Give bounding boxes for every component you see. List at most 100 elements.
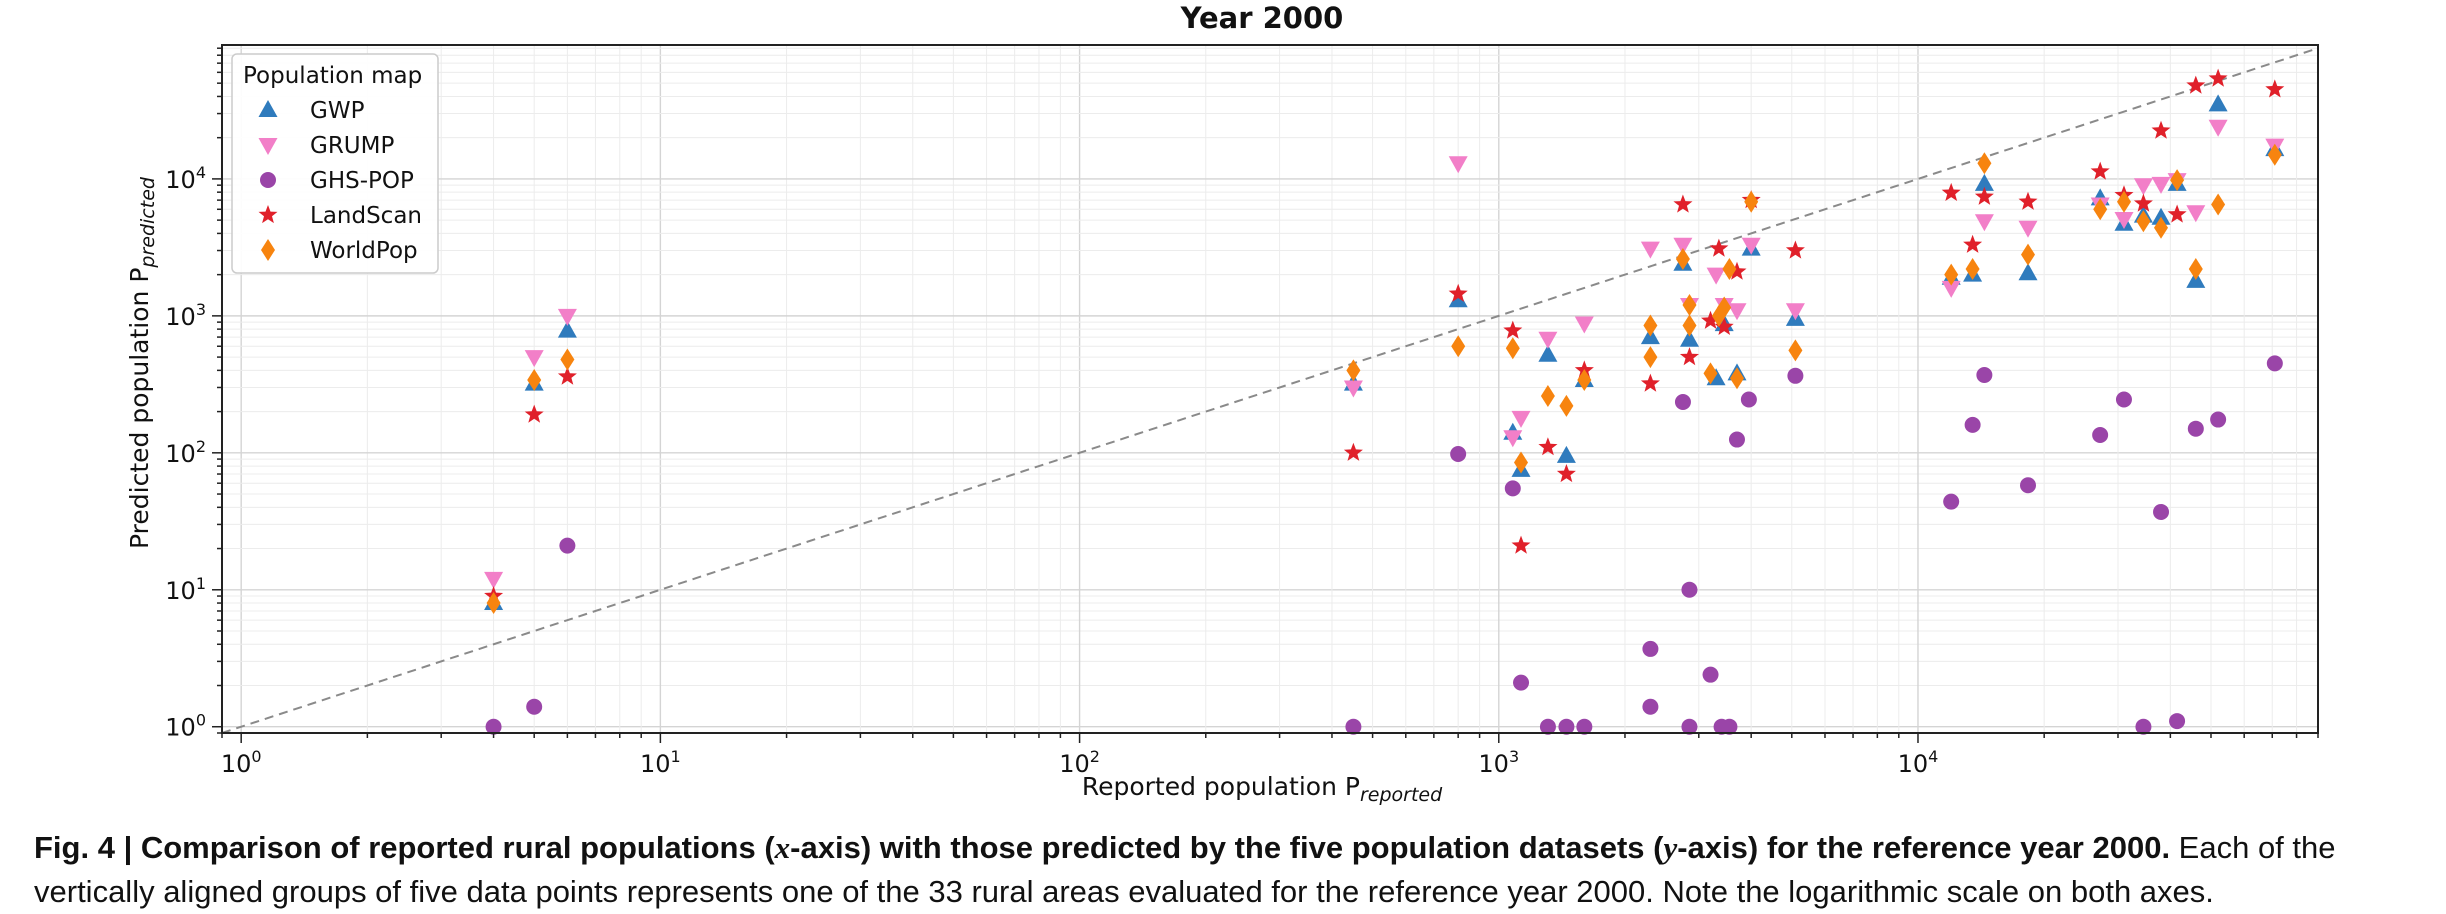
point-ghs-pop	[1787, 367, 1804, 384]
series-ghs-pop	[485, 355, 2283, 735]
point-grump	[1673, 237, 1693, 255]
x-axis-label: Reported population Preported	[1082, 772, 1443, 806]
point-grump	[1941, 280, 1961, 298]
point-ghs-pop	[2135, 718, 2152, 735]
point-landscan	[1701, 310, 1721, 329]
x-tick-label-exponent: 1	[671, 747, 681, 766]
point-landscan	[2186, 75, 2206, 94]
point-worldpop	[2154, 216, 2168, 239]
point-landscan	[1714, 316, 1734, 335]
point-gwp	[1448, 290, 1468, 308]
point-grump	[1974, 214, 1994, 232]
caption-heading: Fig. 4 | Comparison of reported rural po…	[34, 830, 2170, 865]
point-ghs-pop	[1740, 391, 1757, 408]
point-worldpop	[560, 348, 575, 371]
x-tick-label-exponent: 0	[251, 747, 261, 766]
series-worldpop	[486, 143, 2282, 614]
point-ghs-pop	[1964, 416, 1981, 433]
y-tick-label-base: 10	[165, 577, 196, 605]
point-landscan	[2151, 120, 2171, 139]
x-tick-label-exponent: 4	[1928, 747, 1938, 766]
point-landscan	[557, 366, 577, 385]
point-grump	[1448, 156, 1468, 174]
y-axis-label-main: Predicted population P	[125, 268, 154, 549]
point-ghs-pop	[2169, 713, 2186, 730]
point-ghs-pop	[2266, 355, 2283, 372]
point-worldpop	[2170, 169, 2185, 192]
point-worldpop	[1965, 258, 1980, 280]
point-worldpop	[1730, 367, 1744, 390]
point-worldpop	[2093, 198, 2108, 221]
y-tick-label-base: 10	[165, 303, 196, 331]
point-grump	[2186, 205, 2206, 223]
point-worldpop	[1505, 337, 1520, 360]
point-worldpop	[1682, 294, 1697, 316]
point-landscan	[1709, 238, 1729, 257]
point-grump	[524, 350, 544, 368]
point-landscan	[1511, 535, 1531, 554]
point-landscan	[1448, 283, 1468, 302]
point-worldpop	[1788, 339, 1803, 362]
point-landscan	[1941, 182, 1961, 201]
data-points	[484, 68, 2285, 735]
point-ghs-pop	[1728, 431, 1745, 448]
point-worldpop	[2267, 143, 2282, 166]
point-landscan	[1727, 261, 1747, 280]
point-worldpop	[1643, 346, 1658, 369]
legend-title: Population map	[243, 63, 422, 89]
caption-suffix: -axis) for the reference year 2000.	[1677, 830, 2171, 865]
point-landscan	[1974, 186, 1994, 205]
x-tick-label-base: 10	[1059, 750, 1090, 778]
point-grump	[1640, 241, 1660, 259]
y-tick-label: 100	[165, 711, 206, 742]
point-ghs-pop	[1681, 581, 1698, 598]
point-landscan	[1785, 240, 1805, 259]
point-grump	[1343, 380, 1363, 398]
x-tick-label: 102	[1059, 747, 1100, 778]
point-landscan	[2133, 193, 2153, 212]
point-ghs-pop	[2020, 477, 2037, 494]
y-tick-label-exponent: 1	[196, 574, 206, 593]
point-gwp	[1680, 329, 1699, 347]
point-worldpop	[1559, 394, 1574, 417]
point-landscan	[1538, 437, 1558, 456]
point-ghs-pop	[1642, 640, 1659, 657]
point-grump	[557, 308, 577, 326]
point-worldpop	[1451, 335, 1466, 358]
legend: Population map GWP GRUMP GHS-POP LandScan Wo…	[231, 53, 439, 274]
point-grump	[2018, 220, 2038, 238]
y-tick-label-exponent: 3	[196, 300, 206, 319]
point-worldpop	[1643, 314, 1658, 337]
point-grump	[1503, 430, 1523, 448]
point-ghs-pop	[1513, 674, 1530, 691]
point-ghs-pop	[1345, 718, 1362, 735]
point-gwp	[1974, 173, 1994, 191]
point-worldpop	[1675, 248, 1690, 270]
y-tick-label-base: 10	[165, 440, 196, 468]
point-worldpop	[527, 369, 542, 391]
caption-prefix: Fig. 4 | Comparison of reported rural po…	[34, 830, 775, 865]
point-grump	[2208, 119, 2228, 137]
legend-marker-landscan	[258, 205, 278, 224]
legend-marker-ghs-pop	[260, 172, 276, 188]
point-ghs-pop	[2115, 391, 2132, 408]
x-tick-label: 101	[640, 747, 681, 778]
plot-frame	[221, 44, 2319, 734]
point-landscan	[1673, 194, 1693, 213]
point-landscan	[1556, 464, 1576, 483]
y-tick-label-base: 10	[165, 714, 196, 742]
series-landscan	[484, 68, 2285, 605]
series-grump	[484, 119, 2285, 589]
point-ghs-pop	[2092, 426, 2109, 443]
caption-y-italic: y	[1663, 830, 1678, 865]
point-landscan	[1640, 373, 1660, 392]
point-grump	[1785, 303, 1805, 321]
point-gwp	[1538, 344, 1558, 362]
point-landscan	[524, 404, 544, 423]
x-tick-label: 104	[1898, 747, 1939, 778]
point-gwp	[2208, 94, 2228, 112]
point-ghs-pop	[1674, 393, 1691, 410]
point-worldpop	[2188, 258, 2203, 280]
legend-label: WorldPop	[310, 238, 418, 264]
